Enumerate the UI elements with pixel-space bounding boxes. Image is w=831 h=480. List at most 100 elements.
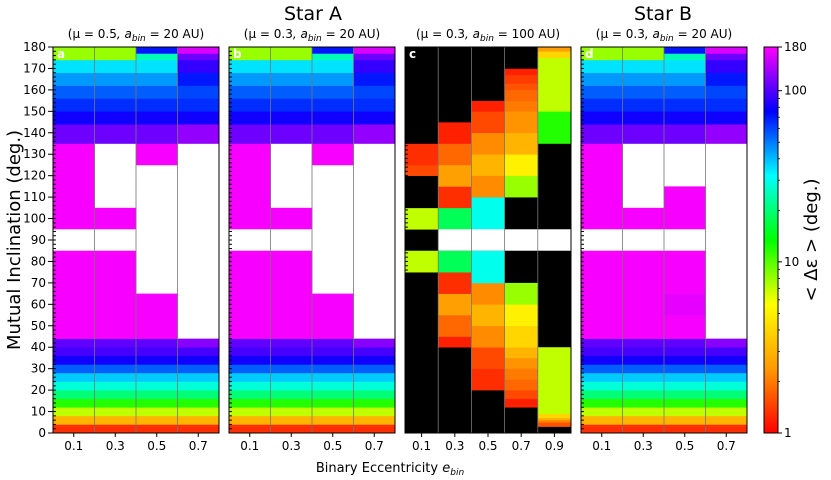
y-tick-label: 120 xyxy=(23,169,46,183)
heatmap-cell xyxy=(53,424,95,434)
colorbar-label: < Δε > (deg.) xyxy=(801,178,822,301)
heatmap-cell xyxy=(136,372,178,382)
heatmap-cell xyxy=(664,53,706,61)
heatmap-cell xyxy=(312,72,354,86)
heatmap-cell xyxy=(581,407,623,417)
colorbar: 1 10 100 180 xyxy=(763,40,807,440)
y-tick-label: 100 xyxy=(23,212,46,226)
heatmap-cell xyxy=(177,364,220,374)
heatmap-cell xyxy=(664,364,706,374)
heatmap-cell xyxy=(229,338,271,348)
heatmap-cell xyxy=(229,372,271,382)
heatmap-cell xyxy=(312,111,354,125)
heatmap-cell xyxy=(664,85,706,99)
heatmap-cell xyxy=(405,186,439,209)
heatmap-cell xyxy=(270,381,313,391)
heatmap-cell xyxy=(177,355,220,365)
heatmap-cell xyxy=(353,407,396,417)
x-tick-label: 0.5 xyxy=(478,439,497,453)
heatmap-cell xyxy=(438,250,472,273)
heatmap-cell xyxy=(471,175,505,198)
x-tick-label: 0.5 xyxy=(147,439,166,453)
heatmap-cell xyxy=(94,347,137,357)
heatmap-cell xyxy=(53,47,95,61)
heatmap-cell xyxy=(504,357,539,369)
heatmap-cell xyxy=(438,207,472,230)
heatmap-cell xyxy=(136,72,178,86)
y-tick-label: 30 xyxy=(31,362,46,376)
x-tick-label: 0.5 xyxy=(323,439,342,453)
heatmap-cell xyxy=(270,407,313,417)
heatmap-cell xyxy=(94,338,137,348)
heatmap-cell xyxy=(312,143,354,166)
heatmap-cell xyxy=(622,390,665,399)
heatmap-cell xyxy=(229,59,271,74)
heatmap-cell xyxy=(471,390,505,434)
y-tick-label: 60 xyxy=(31,297,46,311)
heatmap-cell xyxy=(229,347,271,357)
star-b-title: Star B xyxy=(634,3,692,25)
heatmap-cell xyxy=(405,164,439,176)
heatmap-cell xyxy=(94,415,137,425)
heatmap-cell xyxy=(53,124,95,144)
heatmap-cell xyxy=(53,355,95,365)
star-a-title: Star A xyxy=(284,3,342,25)
heatmap-cell xyxy=(312,390,354,399)
heatmap-cell xyxy=(581,424,623,434)
heatmap-cell xyxy=(504,282,539,305)
heatmap-cell xyxy=(53,98,95,112)
heatmap-cell xyxy=(312,415,354,425)
heatmap-cell xyxy=(581,398,623,408)
heatmap-cell xyxy=(405,282,439,305)
heatmap-cell xyxy=(136,98,178,112)
heatmap-cell xyxy=(136,111,178,125)
heatmap-cell xyxy=(353,424,396,434)
heatmap-cell xyxy=(471,304,505,327)
heatmap-cell xyxy=(136,381,178,391)
heatmap-cell xyxy=(312,372,354,382)
y-axis-label: Mutual Inclination (deg.) xyxy=(4,130,25,350)
heatmap-cell xyxy=(136,124,178,144)
heatmap-cell xyxy=(581,124,623,144)
y-tick-label: 10 xyxy=(31,405,46,419)
heatmap-cell xyxy=(664,347,706,357)
heatmap-cell xyxy=(353,111,396,125)
heatmap-cell xyxy=(705,390,748,399)
heatmap-cell xyxy=(353,53,396,61)
heatmap-cell xyxy=(405,250,439,273)
heatmap-cell xyxy=(537,422,572,427)
heatmap-cell xyxy=(581,381,623,391)
heatmap-cell xyxy=(270,72,313,86)
heatmap-cell xyxy=(581,85,623,99)
heatmap-cell xyxy=(312,53,354,61)
heatmap-cell xyxy=(312,347,354,357)
heatmap-cell xyxy=(581,111,623,125)
heatmap-cell xyxy=(664,59,706,74)
heatmap-cell xyxy=(504,68,539,76)
heatmap-cell xyxy=(705,398,748,408)
heatmap-cell xyxy=(471,47,505,101)
heatmap-cell xyxy=(136,338,178,348)
heatmap-cell xyxy=(270,47,313,61)
heatmap-cell xyxy=(504,379,539,391)
heatmap-cell xyxy=(581,415,623,425)
heatmap-cell xyxy=(94,98,137,112)
heatmap-cell xyxy=(270,390,313,399)
heatmap-cell xyxy=(622,424,665,434)
heatmap-cell xyxy=(438,272,472,294)
y-tick-label: 160 xyxy=(23,83,46,97)
heatmap-cell xyxy=(94,372,137,382)
heatmap-cell xyxy=(405,143,439,166)
y-tick-label: 90 xyxy=(31,233,46,247)
heatmap-cell xyxy=(622,47,665,61)
heatmap-cell xyxy=(136,364,178,374)
y-tick-label: 80 xyxy=(31,254,46,268)
heatmap-cell xyxy=(270,347,313,357)
heatmap-cell xyxy=(177,390,220,399)
heatmap-cell xyxy=(94,364,137,374)
heatmap-cell xyxy=(705,424,748,434)
heatmap-cell xyxy=(353,372,396,382)
heatmap-cell xyxy=(353,124,396,144)
heatmap-cell xyxy=(504,111,539,134)
